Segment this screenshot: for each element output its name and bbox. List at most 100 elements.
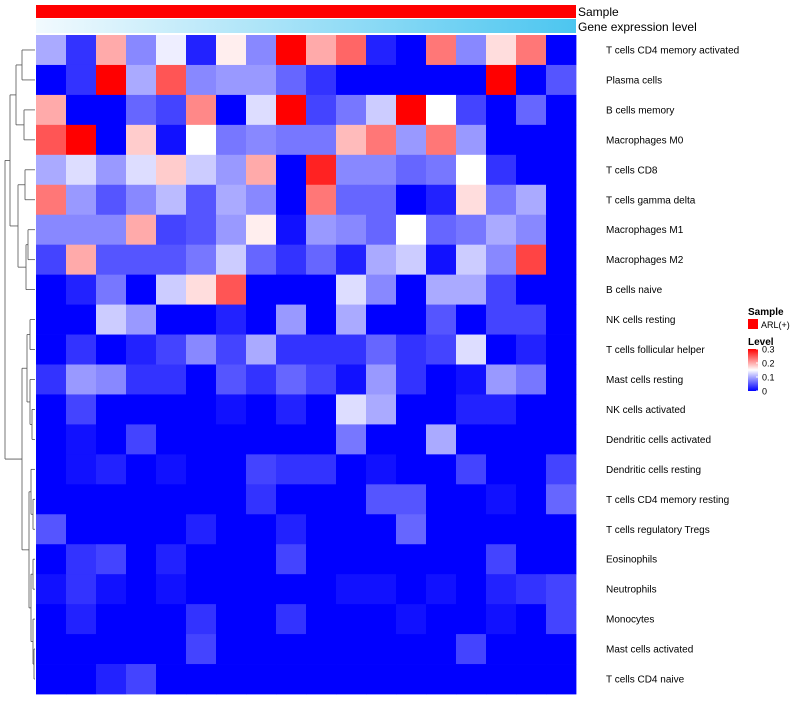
heatmap-cell [426,544,457,575]
expression-annotation-bar [36,19,576,33]
row-labels: T cells CD4 memory activated Plasma cells… [606,45,739,685]
heatmap-cell [546,154,577,186]
heatmap-cell [96,424,127,455]
heatmap-cell [66,424,97,455]
heatmap-cell [216,454,247,485]
heatmap-cell [276,664,307,695]
heatmap-cell [246,424,277,455]
heatmap-cell [216,124,247,156]
heatmap-cell [546,574,577,605]
level-legend-tick-label: 0.3 [762,345,775,355]
heatmap-cell [516,364,547,395]
heatmap-cell [276,484,307,515]
heatmap-cell [396,544,427,575]
heatmap-cell [36,664,67,695]
heatmap-cell [96,304,127,335]
heatmap-cell [546,544,577,575]
heatmap-cell [216,604,247,635]
heatmap-cell [486,154,517,186]
row-label: Monocytes [606,615,654,626]
heatmap-cell [546,364,577,395]
heatmap-cell [516,484,547,515]
sample-legend-entry: ARL(+) [761,320,790,330]
heatmap-cell [66,454,97,485]
heatmap-cell [456,394,487,425]
heatmap-cell [246,274,277,305]
heatmap-cell [396,304,427,335]
heatmap-cell [126,454,157,485]
heatmap-cell [486,274,517,305]
heatmap-cell [306,664,337,695]
heatmap-cell [366,364,397,395]
heatmap-cell [486,544,517,575]
heatmap-cell [126,574,157,605]
heatmap-cell [426,574,457,605]
heatmap-cell [276,394,307,425]
heatmap-cell [546,514,577,545]
heatmap-cell [486,514,517,545]
heatmap-cell [546,64,577,96]
heatmap-cell [516,244,547,276]
heatmap-cell [486,394,517,425]
heatmap-cell [426,64,457,96]
heatmap-cell [336,604,367,635]
heatmap-cell [246,244,277,276]
heatmap-cell [36,484,67,515]
heatmap-cell [366,334,397,365]
heatmap-cell [426,424,457,455]
heatmap-cell [246,35,277,66]
heatmap-cell [96,94,127,126]
heatmap-cell [336,544,367,575]
heatmap-cell [486,334,517,365]
heatmap-cell [306,574,337,605]
heatmap-cell [66,394,97,425]
heatmap-cell [486,484,517,515]
heatmap-cell [396,184,427,216]
heatmap-cell [186,154,217,186]
row-label: Dendritic cells resting [606,465,701,476]
heatmap-cell [126,184,157,216]
heatmap-cell [96,154,127,186]
heatmap-cell [306,394,337,425]
heatmap-cell [216,574,247,605]
heatmap-cell [156,424,187,455]
heatmap-cell [126,424,157,455]
heatmap-cell [186,364,217,395]
heatmap-cell [276,574,307,605]
heatmap-cell [156,394,187,425]
heatmap-cell [306,634,337,665]
heatmap-cell [306,424,337,455]
heatmap-cell [96,364,127,395]
heatmap-cell [156,184,187,216]
heatmap-cell [156,244,187,276]
heatmap-cell [36,35,67,66]
heatmap-cell [456,514,487,545]
heatmap-cell [306,484,337,515]
heatmap-cell [336,454,367,485]
heatmap-cell [36,454,67,485]
heatmap-cell [366,154,397,186]
heatmap-cell [216,424,247,455]
heatmap-cell [366,94,397,126]
heatmap-cell [426,124,457,156]
heatmap-cell [246,214,277,246]
heatmap-cell [36,214,67,246]
heatmap-cell [306,94,337,126]
level-legend-tick-label: 0 [762,387,767,397]
heatmap-cell [96,514,127,545]
heatmap-cell [486,35,517,66]
heatmap-cell [156,484,187,515]
heatmap-cell [186,94,217,126]
heatmap-cell [516,274,547,305]
heatmap-cell [186,604,217,635]
heatmap-cell [246,634,277,665]
heatmap-cell [276,35,307,66]
heatmap-cell [456,424,487,455]
heatmap-cell [156,634,187,665]
heatmap-cell [426,304,457,335]
heatmap-cell [516,544,547,575]
heatmap-cell [36,364,67,395]
heatmap-cell [486,214,517,246]
heatmap-cell [366,394,397,425]
heatmap-cell [36,394,67,425]
